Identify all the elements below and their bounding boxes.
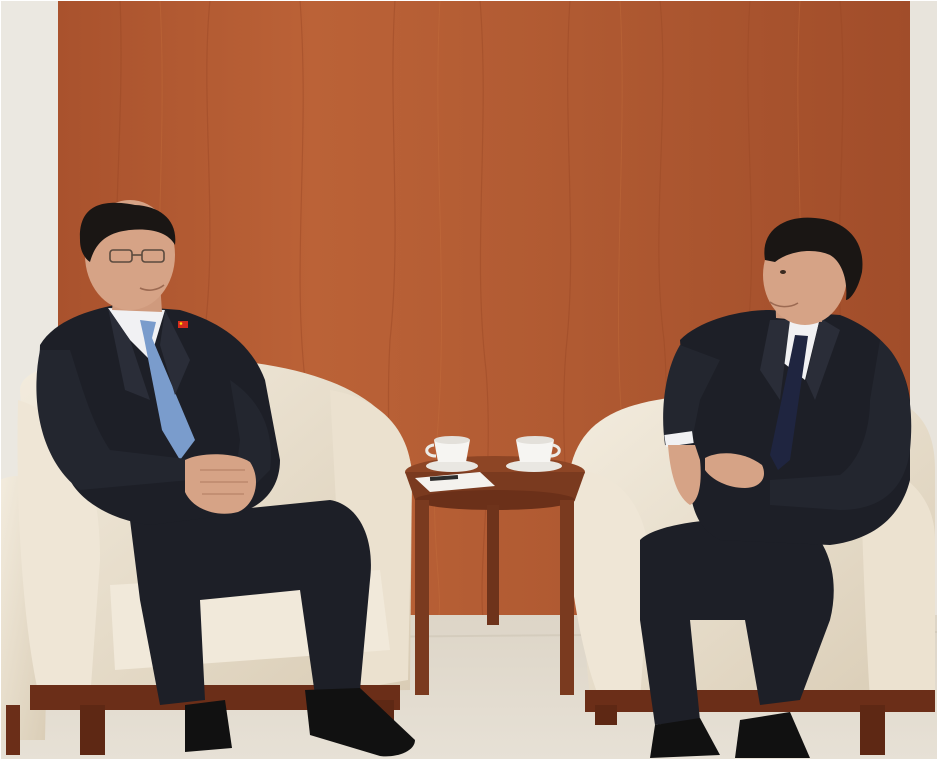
teacup-left [425,436,478,472]
teacup-right [506,436,562,472]
shoe-left-man-2 [305,688,415,757]
hand-right-man-2 [705,453,765,488]
shoe-right-man-1 [650,718,720,758]
china-flag-pin-icon [178,321,188,328]
man-left [36,200,415,757]
tie-blue [140,320,195,460]
tie-navy [770,335,808,470]
glasses [109,249,165,263]
shoe-right-man-2 [735,712,810,758]
hands-clasped-left-man [185,454,257,514]
man-right [640,217,912,758]
hand-right-man-1 [668,445,701,505]
shoe-left-man-1 [185,700,232,752]
